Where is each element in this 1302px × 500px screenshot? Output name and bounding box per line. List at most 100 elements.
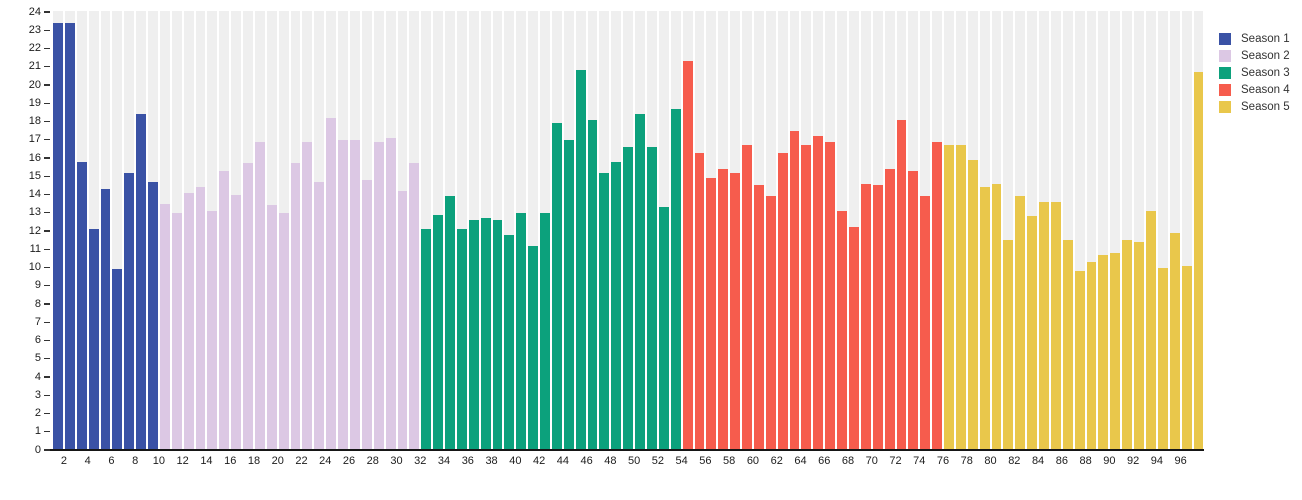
bar-episode-6[interactable] <box>112 269 123 450</box>
bar-episode-82[interactable] <box>1015 196 1026 450</box>
bar-episode-41[interactable] <box>528 245 539 450</box>
bar-episode-54[interactable] <box>682 61 693 450</box>
bar-episode-47[interactable] <box>599 172 610 450</box>
bar-episode-84[interactable] <box>1039 201 1049 450</box>
bar-episode-30[interactable] <box>397 190 408 450</box>
bar-episode-31[interactable] <box>409 163 420 450</box>
bar-episode-67[interactable] <box>837 210 847 450</box>
bar-episode-51[interactable] <box>647 147 657 450</box>
bar-episode-88[interactable] <box>1086 262 1097 450</box>
bar-episode-14[interactable] <box>207 210 218 450</box>
bar-episode-25[interactable] <box>338 139 348 450</box>
bar-episode-46[interactable] <box>587 119 598 450</box>
bar-episode-5[interactable] <box>100 189 111 450</box>
bar-episode-93[interactable] <box>1145 210 1156 450</box>
bar-episode-36[interactable] <box>468 220 479 450</box>
legend-item-season-2[interactable]: Season 2 <box>1219 50 1290 63</box>
bar-episode-89[interactable] <box>1098 254 1109 450</box>
bar-episode-76[interactable] <box>944 145 954 450</box>
bar-episode-11[interactable] <box>171 212 182 450</box>
bar-episode-7[interactable] <box>124 172 135 450</box>
bar-episode-95[interactable] <box>1169 232 1180 450</box>
bar-episode-22[interactable] <box>302 141 313 450</box>
bar-episode-9[interactable] <box>148 181 158 450</box>
bar-episode-83[interactable] <box>1027 216 1038 450</box>
bar-episode-2[interactable] <box>64 22 75 450</box>
bar-episode-71[interactable] <box>884 168 895 450</box>
legend-item-season-1[interactable]: Season 1 <box>1219 33 1290 46</box>
bar-episode-16[interactable] <box>231 194 242 450</box>
bar-episode-68[interactable] <box>848 227 859 450</box>
bar-episode-1[interactable] <box>53 22 63 450</box>
bar-episode-77[interactable] <box>955 145 966 450</box>
legend-item-season-4[interactable]: Season 4 <box>1219 84 1290 97</box>
legend-item-season-3[interactable]: Season 3 <box>1219 67 1290 80</box>
bar-episode-33[interactable] <box>433 214 444 450</box>
bar-episode-23[interactable] <box>314 181 325 450</box>
bar-episode-62[interactable] <box>777 152 788 450</box>
bar-episode-29[interactable] <box>385 137 396 450</box>
bar-episode-39[interactable] <box>504 234 515 450</box>
bar-episode-4[interactable] <box>88 229 99 450</box>
bar-episode-81[interactable] <box>1003 240 1014 450</box>
bar-episode-18[interactable] <box>254 141 265 450</box>
bar-episode-66[interactable] <box>825 141 836 450</box>
bar-episode-8[interactable] <box>136 114 147 450</box>
bar-episode-61[interactable] <box>765 196 776 450</box>
bar-episode-69[interactable] <box>860 183 871 450</box>
bar-episode-72[interactable] <box>896 119 907 450</box>
bar-episode-85[interactable] <box>1050 201 1061 450</box>
bar-episode-56[interactable] <box>706 178 717 450</box>
bar-episode-48[interactable] <box>611 161 622 450</box>
bar-episode-32[interactable] <box>421 229 432 450</box>
bar-episode-12[interactable] <box>183 192 194 450</box>
bar-episode-42[interactable] <box>540 212 550 450</box>
bar-episode-17[interactable] <box>243 163 253 450</box>
bar-episode-57[interactable] <box>718 168 729 450</box>
bar-episode-37[interactable] <box>480 218 491 450</box>
bar-episode-94[interactable] <box>1157 267 1168 450</box>
bar-episode-40[interactable] <box>516 212 527 450</box>
bar-episode-15[interactable] <box>219 170 230 450</box>
bar-episode-80[interactable] <box>991 183 1002 450</box>
bar-episode-96[interactable] <box>1181 265 1192 450</box>
bar-episode-63[interactable] <box>789 130 800 450</box>
bar-episode-65[interactable] <box>813 136 824 450</box>
bar-episode-90[interactable] <box>1110 252 1121 450</box>
bar-episode-10[interactable] <box>159 203 170 450</box>
bar-episode-50[interactable] <box>635 114 645 450</box>
bar-episode-52[interactable] <box>658 207 669 450</box>
bar-episode-74[interactable] <box>920 196 931 450</box>
bar-episode-86[interactable] <box>1062 240 1073 450</box>
bar-episode-24[interactable] <box>326 117 337 450</box>
bar-episode-64[interactable] <box>801 145 812 450</box>
bar-episode-19[interactable] <box>266 205 277 450</box>
bar-episode-59[interactable] <box>742 145 752 450</box>
bar-episode-38[interactable] <box>492 220 503 450</box>
bar-episode-79[interactable] <box>979 187 990 450</box>
bar-episode-45[interactable] <box>575 70 586 450</box>
bar-episode-26[interactable] <box>350 139 360 450</box>
bar-episode-75[interactable] <box>932 141 943 450</box>
bar-episode-20[interactable] <box>278 212 289 450</box>
bar-episode-27[interactable] <box>361 179 372 450</box>
bar-episode-13[interactable] <box>195 187 206 450</box>
bar-episode-92[interactable] <box>1134 241 1144 450</box>
bar-episode-44[interactable] <box>563 139 574 450</box>
bar-episode-70[interactable] <box>872 185 883 450</box>
bar-episode-58[interactable] <box>730 172 741 450</box>
bar-episode-78[interactable] <box>967 159 978 450</box>
bar-episode-28[interactable] <box>373 141 384 450</box>
bar-episode-34[interactable] <box>445 196 455 450</box>
bar-episode-87[interactable] <box>1074 271 1085 450</box>
bar-episode-60[interactable] <box>753 185 764 450</box>
bar-episode-21[interactable] <box>290 163 301 450</box>
bar-episode-49[interactable] <box>623 147 634 450</box>
bar-episode-91[interactable] <box>1122 240 1133 450</box>
bar-episode-97[interactable] <box>1193 72 1204 450</box>
bar-episode-35[interactable] <box>456 229 467 450</box>
bar-episode-3[interactable] <box>76 161 87 450</box>
bar-episode-73[interactable] <box>908 170 919 450</box>
legend-item-season-5[interactable]: Season 5 <box>1219 101 1290 114</box>
bar-episode-55[interactable] <box>694 152 705 450</box>
